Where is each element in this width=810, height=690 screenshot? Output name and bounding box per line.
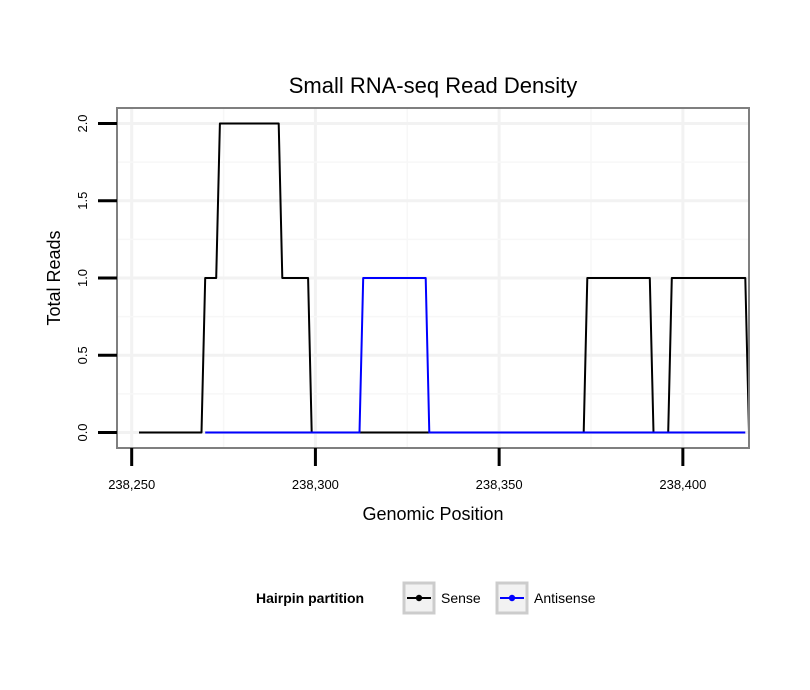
legend-label-antisense: Antisense xyxy=(534,590,596,606)
x-axis: 238,250 238,300 238,350 238,400 xyxy=(108,448,706,492)
y-tick-label: 0.5 xyxy=(75,346,90,364)
legend-key-point xyxy=(415,594,423,602)
y-tick-label: 2.0 xyxy=(75,114,90,132)
chart-title: Small RNA-seq Read Density xyxy=(289,73,578,98)
legend: Hairpin partition Sense Antisense xyxy=(256,581,596,615)
y-axis-label: Total Reads xyxy=(44,230,64,325)
series-line-antisense xyxy=(205,277,746,434)
legend-title: Hairpin partition xyxy=(256,590,364,606)
y-axis: 0.0 0.5 1.0 1.5 2.0 xyxy=(75,114,117,442)
x-tick-label: 238,300 xyxy=(292,477,339,492)
legend-label-sense: Sense xyxy=(441,590,481,606)
x-tick-label: 238,400 xyxy=(659,477,706,492)
y-tick-label: 1.5 xyxy=(75,192,90,210)
y-tick-label: 0.0 xyxy=(75,423,90,441)
x-tick-label: 238,350 xyxy=(476,477,523,492)
x-tick-label: 238,250 xyxy=(108,477,155,492)
x-axis-label: Genomic Position xyxy=(362,504,503,524)
series-lines xyxy=(139,122,750,434)
y-tick-label: 1.0 xyxy=(75,269,90,287)
legend-key-point xyxy=(508,594,516,602)
